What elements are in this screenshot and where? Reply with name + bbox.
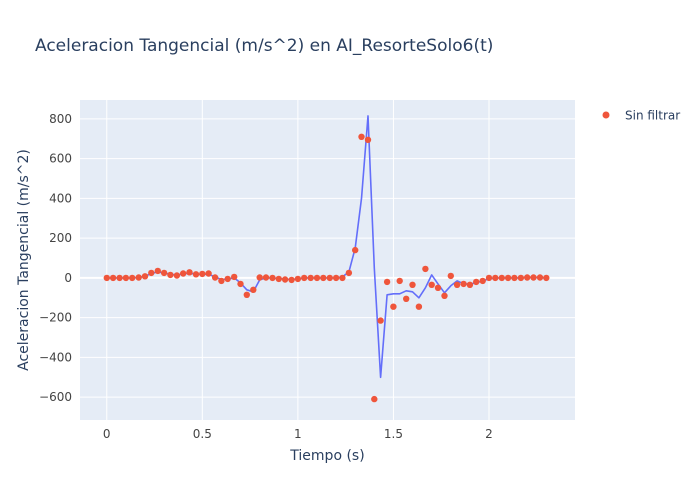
- x-tick-label: 1.5: [384, 427, 403, 441]
- legend-label: Sin filtrar: [625, 109, 680, 123]
- data-point[interactable]: [511, 274, 518, 282]
- data-point[interactable]: [498, 274, 505, 282]
- data-point[interactable]: [256, 274, 263, 281]
- y-tick-label: 600: [49, 152, 72, 166]
- y-tick-label: 0: [64, 271, 72, 285]
- tick-labels: −600 −400 −200 0 200 400 600 800 0 0.5 1 1.5 2: [39, 112, 493, 441]
- data-point[interactable]: [288, 276, 295, 284]
- data-point[interactable]: [313, 274, 321, 282]
- data-point[interactable]: [479, 277, 486, 285]
- x-tick-label: 2: [485, 427, 493, 441]
- unfiltered-series: [103, 133, 550, 403]
- data-point[interactable]: [275, 275, 282, 283]
- data-point[interactable]: [364, 136, 372, 143]
- data-point[interactable]: [371, 395, 378, 403]
- data-point[interactable]: [135, 274, 142, 281]
- data-point[interactable]: [237, 280, 244, 288]
- data-point[interactable]: [186, 269, 193, 276]
- filtered-series: [106, 115, 547, 379]
- data-point[interactable]: [211, 274, 219, 281]
- data-point[interactable]: [109, 274, 117, 282]
- data-point[interactable]: [192, 271, 200, 278]
- data-point[interactable]: [460, 280, 467, 288]
- y-tick-label: 800: [49, 112, 72, 126]
- data-point[interactable]: [428, 281, 435, 288]
- data-point[interactable]: [148, 269, 155, 277]
- y-tick-label: −600: [39, 390, 72, 404]
- data-point[interactable]: [173, 272, 181, 279]
- data-point[interactable]: [281, 276, 289, 283]
- data-point[interactable]: [466, 281, 474, 288]
- data-point[interactable]: [447, 272, 454, 280]
- data-point[interactable]: [504, 274, 512, 282]
- data-point[interactable]: [358, 133, 365, 140]
- data-point[interactable]: [543, 274, 550, 282]
- data-point[interactable]: [307, 274, 314, 282]
- data-point[interactable]: [422, 265, 429, 273]
- x-axis-label: Tiempo (s): [289, 448, 364, 464]
- data-point[interactable]: [377, 317, 384, 324]
- data-point[interactable]: [262, 274, 270, 281]
- data-point[interactable]: [243, 291, 250, 298]
- data-point[interactable]: [301, 274, 308, 282]
- data-point[interactable]: [441, 292, 448, 299]
- data-point[interactable]: [154, 267, 161, 275]
- data-point[interactable]: [390, 303, 397, 310]
- legend[interactable]: Sin filtrar: [602, 109, 681, 123]
- x-tick-label: 0.5: [193, 427, 212, 441]
- data-point[interactable]: [294, 275, 302, 283]
- data-point[interactable]: [250, 286, 257, 293]
- data-point[interactable]: [332, 274, 340, 282]
- data-point[interactable]: [167, 271, 174, 279]
- data-point[interactable]: [434, 284, 442, 291]
- legend-marker-icon: [602, 111, 610, 119]
- data-point[interactable]: [326, 274, 333, 282]
- data-point[interactable]: [415, 303, 423, 310]
- data-point[interactable]: [103, 274, 111, 282]
- data-point[interactable]: [116, 274, 123, 282]
- data-point[interactable]: [269, 274, 276, 282]
- y-tick-label: −400: [39, 350, 72, 364]
- data-point[interactable]: [517, 274, 525, 282]
- data-point[interactable]: [345, 269, 353, 277]
- data-point[interactable]: [205, 270, 212, 277]
- data-point[interactable]: [352, 246, 359, 254]
- data-point[interactable]: [524, 274, 531, 281]
- data-point[interactable]: [122, 274, 130, 282]
- data-point[interactable]: [485, 274, 493, 282]
- data-point[interactable]: [536, 274, 544, 281]
- data-point[interactable]: [218, 277, 225, 285]
- y-tick-label: −200: [39, 311, 72, 325]
- plot-background: [80, 100, 575, 420]
- data-point[interactable]: [453, 281, 461, 288]
- data-point[interactable]: [160, 269, 168, 277]
- data-point[interactable]: [383, 278, 391, 286]
- data-point[interactable]: [339, 274, 346, 282]
- y-axis-label: Aceleracion Tangencial (m/s^2): [16, 149, 32, 371]
- data-point[interactable]: [320, 274, 327, 282]
- data-point[interactable]: [530, 274, 537, 281]
- series-line: [106, 115, 547, 379]
- grid-lines: [80, 100, 575, 420]
- data-point[interactable]: [129, 274, 136, 282]
- data-point[interactable]: [403, 295, 410, 302]
- data-point[interactable]: [199, 270, 206, 278]
- y-tick-label: 200: [49, 231, 72, 245]
- y-tick-label: 400: [49, 191, 72, 205]
- data-point[interactable]: [224, 275, 231, 283]
- x-tick-label: 1: [294, 427, 302, 441]
- data-point[interactable]: [409, 281, 416, 288]
- data-point[interactable]: [231, 273, 238, 281]
- data-point[interactable]: [473, 278, 480, 286]
- data-point[interactable]: [180, 270, 187, 277]
- data-point[interactable]: [396, 277, 403, 285]
- data-point[interactable]: [492, 274, 499, 282]
- x-tick-label: 0: [103, 427, 111, 441]
- chart-title: Aceleracion Tangencial (m/s^2) en AI_Res…: [35, 36, 493, 56]
- data-point[interactable]: [141, 273, 149, 280]
